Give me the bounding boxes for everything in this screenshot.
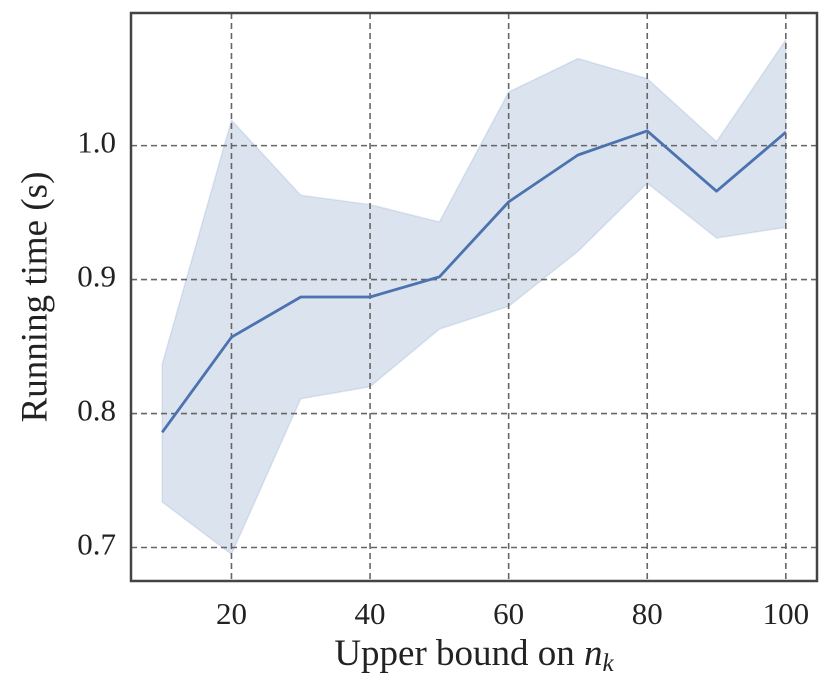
x-label-text: Upper bound on bbox=[334, 633, 584, 674]
y-tick-label: 0.8 bbox=[77, 393, 116, 428]
line bbox=[161, 129, 787, 434]
y-tick-label: 0.7 bbox=[77, 527, 116, 562]
x-tick-label: 80 bbox=[632, 596, 663, 631]
x-tick-label: 20 bbox=[216, 596, 247, 631]
plot-frame bbox=[129, 11, 819, 583]
y-tick-label: 0.9 bbox=[77, 259, 116, 294]
confidence-band bbox=[161, 37, 787, 556]
x-axis-label: Upper bound on nk bbox=[334, 633, 614, 676]
x-tick-label: 60 bbox=[493, 596, 524, 631]
x-label-math: n bbox=[584, 633, 603, 674]
x-tick-label: 100 bbox=[763, 596, 810, 631]
x-label-subscript: k bbox=[603, 650, 615, 677]
y-axis-label: Running time (s) bbox=[14, 172, 55, 423]
y-tick-label: 1.0 bbox=[77, 125, 116, 160]
x-tick-label: 40 bbox=[355, 596, 386, 631]
